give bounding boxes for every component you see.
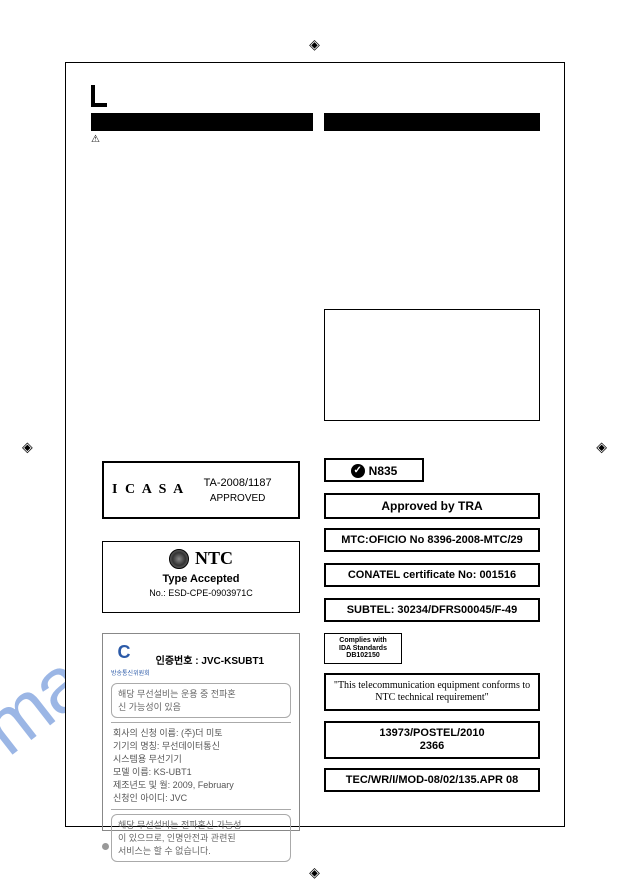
tra-box: Approved by TRA bbox=[324, 493, 540, 519]
kc-logo-icon: C bbox=[111, 642, 137, 668]
ida-l3: DB102150 bbox=[328, 652, 398, 660]
ctick-icon: ✓ bbox=[351, 464, 365, 478]
km-l6: 신청인 아이디: JVC bbox=[113, 792, 289, 805]
k2-l2: 이 있으므로, 인명안전과 관련된 bbox=[118, 832, 284, 845]
mtc-box: MTC:OFICIO No 8396-2008-MTC/29 bbox=[324, 528, 540, 552]
korean-cert-label: 인증번호 : JVC-KSUBT1 bbox=[156, 652, 264, 667]
korean-note-1: 해당 무선설비는 운용 중 전파혼 신 가능성이 있음 bbox=[111, 683, 291, 718]
ida-l1: Complies with bbox=[328, 637, 398, 645]
crop-mark-bottom: ◈ bbox=[309, 864, 320, 881]
empty-info-box bbox=[324, 309, 540, 421]
ida-box: Complies with IDA Standards DB102150 bbox=[324, 633, 402, 664]
n835-box: ✓ N835 bbox=[324, 458, 424, 482]
icasa-cert-box: I C A S A TA-2008/1187 APPROVED bbox=[102, 461, 300, 519]
k2-l3: 서비스는 할 수 없습니다. bbox=[118, 845, 284, 858]
icasa-logo: I C A S A bbox=[112, 482, 185, 498]
ida-l2: IDA Standards bbox=[328, 645, 398, 653]
k1-l2: 신 가능성이 있음 bbox=[118, 701, 284, 714]
ntc-sub: Type Accepted bbox=[103, 573, 299, 585]
bullet-dot bbox=[102, 843, 109, 850]
conatel-box: CONATEL certificate No: 001516 bbox=[324, 563, 540, 587]
km-l1: 회사의 신청 이름: (주)더 미토 bbox=[113, 727, 289, 740]
postel-l2: 2366 bbox=[328, 740, 536, 753]
heading-bar-left bbox=[91, 113, 313, 131]
km-l3: 시스템용 무선기기 bbox=[113, 753, 289, 766]
kc-org: 방송통신위원회 bbox=[111, 668, 150, 677]
korean-note-2: 해당 무선설비는 전파혼신 가능성 이 있으므로, 인명안전과 관련된 서비스는… bbox=[111, 814, 291, 862]
crop-mark-right: ◈ bbox=[596, 438, 607, 455]
crop-mark-left: ◈ bbox=[22, 438, 33, 455]
icasa-approved: APPROVED bbox=[185, 493, 290, 504]
header-l-shape bbox=[91, 85, 107, 107]
k2-l1: 해당 무선설비는 전파혼신 가능성 bbox=[118, 819, 284, 832]
ntc-seal-icon bbox=[169, 549, 189, 569]
warning-icon: ⚠ bbox=[91, 134, 100, 145]
korean-cert-box: C 방송통신위원회 인증번호 : JVC-KSUBT1 해당 무선설비는 운용 … bbox=[102, 633, 300, 831]
kc-logo-block: C 방송통신위원회 bbox=[111, 642, 150, 677]
n835-text: N835 bbox=[369, 464, 398, 478]
km-l5: 제조년도 및 월: 2009, February bbox=[113, 779, 289, 792]
ntc-cert-box: NTC Type Accepted No.: ESD-CPE-0903971C bbox=[102, 541, 300, 613]
km-l2: 기기의 명칭: 무선데이터통신 bbox=[113, 740, 289, 753]
icasa-number: TA-2008/1187 bbox=[185, 477, 290, 489]
ntc-title: NTC bbox=[195, 548, 233, 569]
km-l4: 모델 이름: KS-UBT1 bbox=[113, 766, 289, 779]
icasa-text: TA-2008/1187 APPROVED bbox=[185, 477, 290, 504]
subtel-box: SUBTEL: 30234/DFRS00045/F-49 bbox=[324, 598, 540, 622]
heading-bar-right bbox=[324, 113, 540, 131]
postel-l1: 13973/POSTEL/2010 bbox=[328, 727, 536, 740]
postel-box: 13973/POSTEL/2010 2366 bbox=[324, 721, 540, 759]
ntc-number: No.: ESD-CPE-0903971C bbox=[103, 588, 299, 598]
k1-l1: 해당 무선설비는 운용 중 전파혼 bbox=[118, 688, 284, 701]
page-frame: ⚠ I C A S A TA-2008/1187 APPROVED NTC Ty… bbox=[65, 62, 565, 827]
ntc-conform-box: "This telecommunication equipment confor… bbox=[324, 673, 540, 711]
tec-box: TEC/WR/I/MOD-08/02/135.APR 08 bbox=[324, 768, 540, 792]
crop-mark-top: ◈ bbox=[309, 36, 320, 53]
korean-details: 회사의 신청 이름: (주)더 미토 기기의 명칭: 무선데이터통신 시스템용 … bbox=[111, 722, 291, 810]
